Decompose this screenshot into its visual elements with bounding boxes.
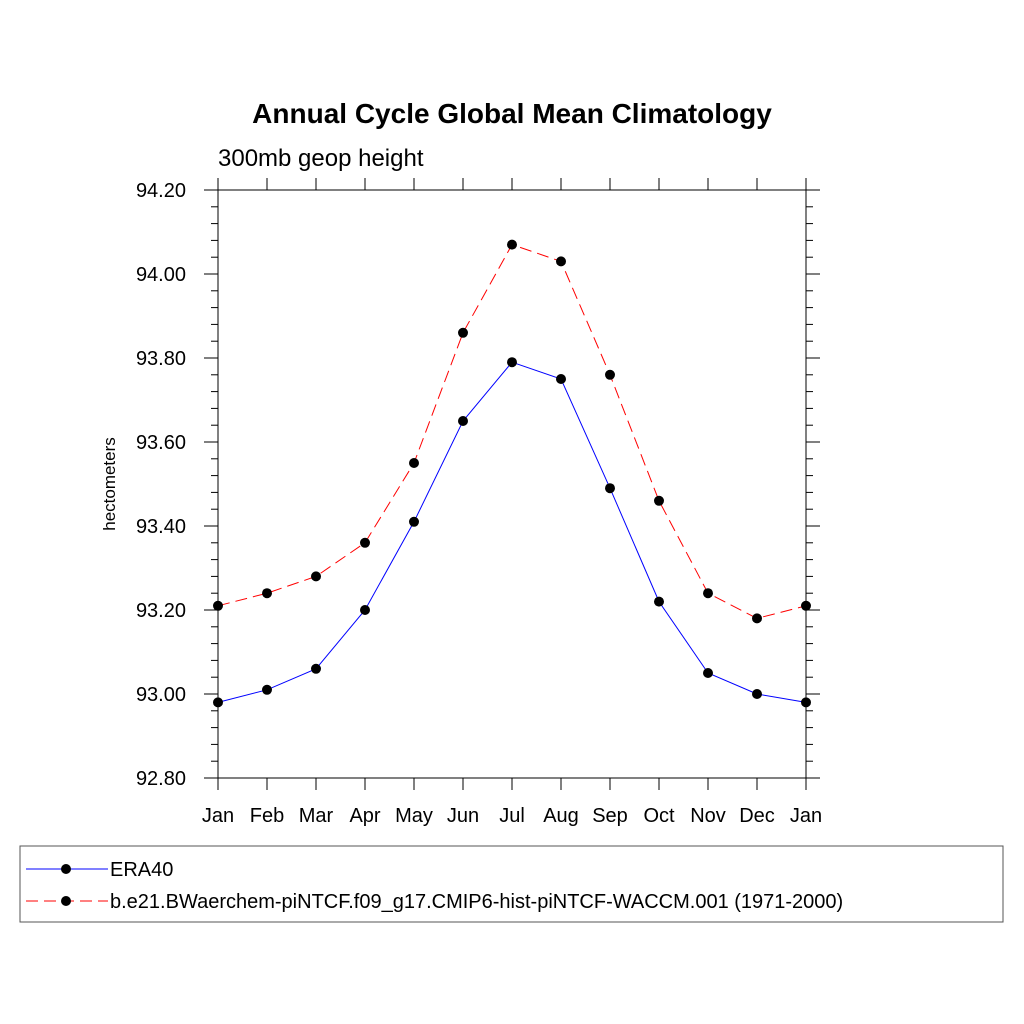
series-lines (217, 243, 807, 703)
legend: ERA40 b.e21.BWaerchem-piNTCF.f09_g17.CMIP… (26, 859, 843, 913)
x-tick-label: Aug (543, 805, 579, 827)
y-tick-label: 92.80 (136, 768, 186, 790)
data-point (458, 416, 468, 426)
y-tick-label: 94.20 (136, 180, 186, 202)
x-tick-label: Oct (643, 805, 675, 827)
series-line-1 (217, 243, 807, 619)
data-point (213, 697, 223, 708)
y-tick-label: 93.40 (136, 516, 186, 538)
x-tick-label: Jul (499, 805, 525, 827)
data-point (605, 483, 615, 494)
legend-box (19, 845, 1004, 923)
x-tick-label: Mar (299, 805, 334, 827)
y-tick-label: 93.60 (136, 432, 186, 454)
data-point (458, 327, 468, 338)
legend-label: b.e21.BWaerchem-piNTCF.f09_g17.CMIP6-his… (110, 891, 843, 913)
y-tick-label: 93.20 (136, 600, 186, 622)
data-point (507, 239, 517, 250)
data-point (801, 600, 811, 611)
data-point (703, 588, 713, 599)
legend-label: ERA40 (110, 859, 173, 881)
data-point (703, 668, 713, 678)
y-tick-label: 93.80 (136, 348, 186, 370)
x-tick-label: Jan (202, 805, 234, 827)
x-tick-label: Feb (250, 805, 284, 827)
data-point (262, 684, 272, 695)
data-point (654, 596, 664, 607)
legend-marker (61, 896, 71, 906)
data-point (360, 605, 370, 615)
chart-subtitle: 300mb geop height (218, 145, 424, 172)
y-axis-label: hectometers (100, 437, 119, 531)
x-tick-label: Jun (447, 805, 479, 827)
data-point (311, 571, 321, 582)
legend-marker (61, 864, 71, 874)
axis-ticks: Jan Feb Mar Apr May Jun Jul Aug Sep Oct Nov Dec Jan 9… (136, 178, 822, 827)
data-point (262, 588, 272, 599)
x-tick-label: Jan (790, 805, 822, 827)
x-tick-label: Nov (690, 805, 726, 827)
data-point (409, 516, 419, 527)
x-tick-label: Apr (349, 805, 380, 827)
data-point (654, 495, 664, 506)
x-tick-label: May (395, 805, 433, 827)
x-tick-label: Sep (592, 805, 628, 827)
series-line-0 (217, 361, 807, 703)
x-tick-label: Dec (739, 805, 775, 827)
plot-frame (217, 189, 807, 779)
series-markers (213, 239, 811, 708)
chart-title: Annual Cycle Global Mean Climatology (252, 98, 772, 129)
data-point (311, 663, 321, 674)
data-point (556, 256, 566, 267)
data-point (213, 600, 223, 611)
data-point (409, 458, 419, 468)
y-tick-label: 94.00 (136, 264, 186, 286)
data-point (360, 537, 370, 548)
data-point (801, 697, 811, 708)
data-point (507, 357, 517, 368)
data-point (752, 689, 762, 699)
data-point (605, 369, 615, 380)
y-tick-label: 93.00 (136, 684, 186, 706)
data-point (556, 374, 566, 384)
data-point (752, 613, 762, 624)
